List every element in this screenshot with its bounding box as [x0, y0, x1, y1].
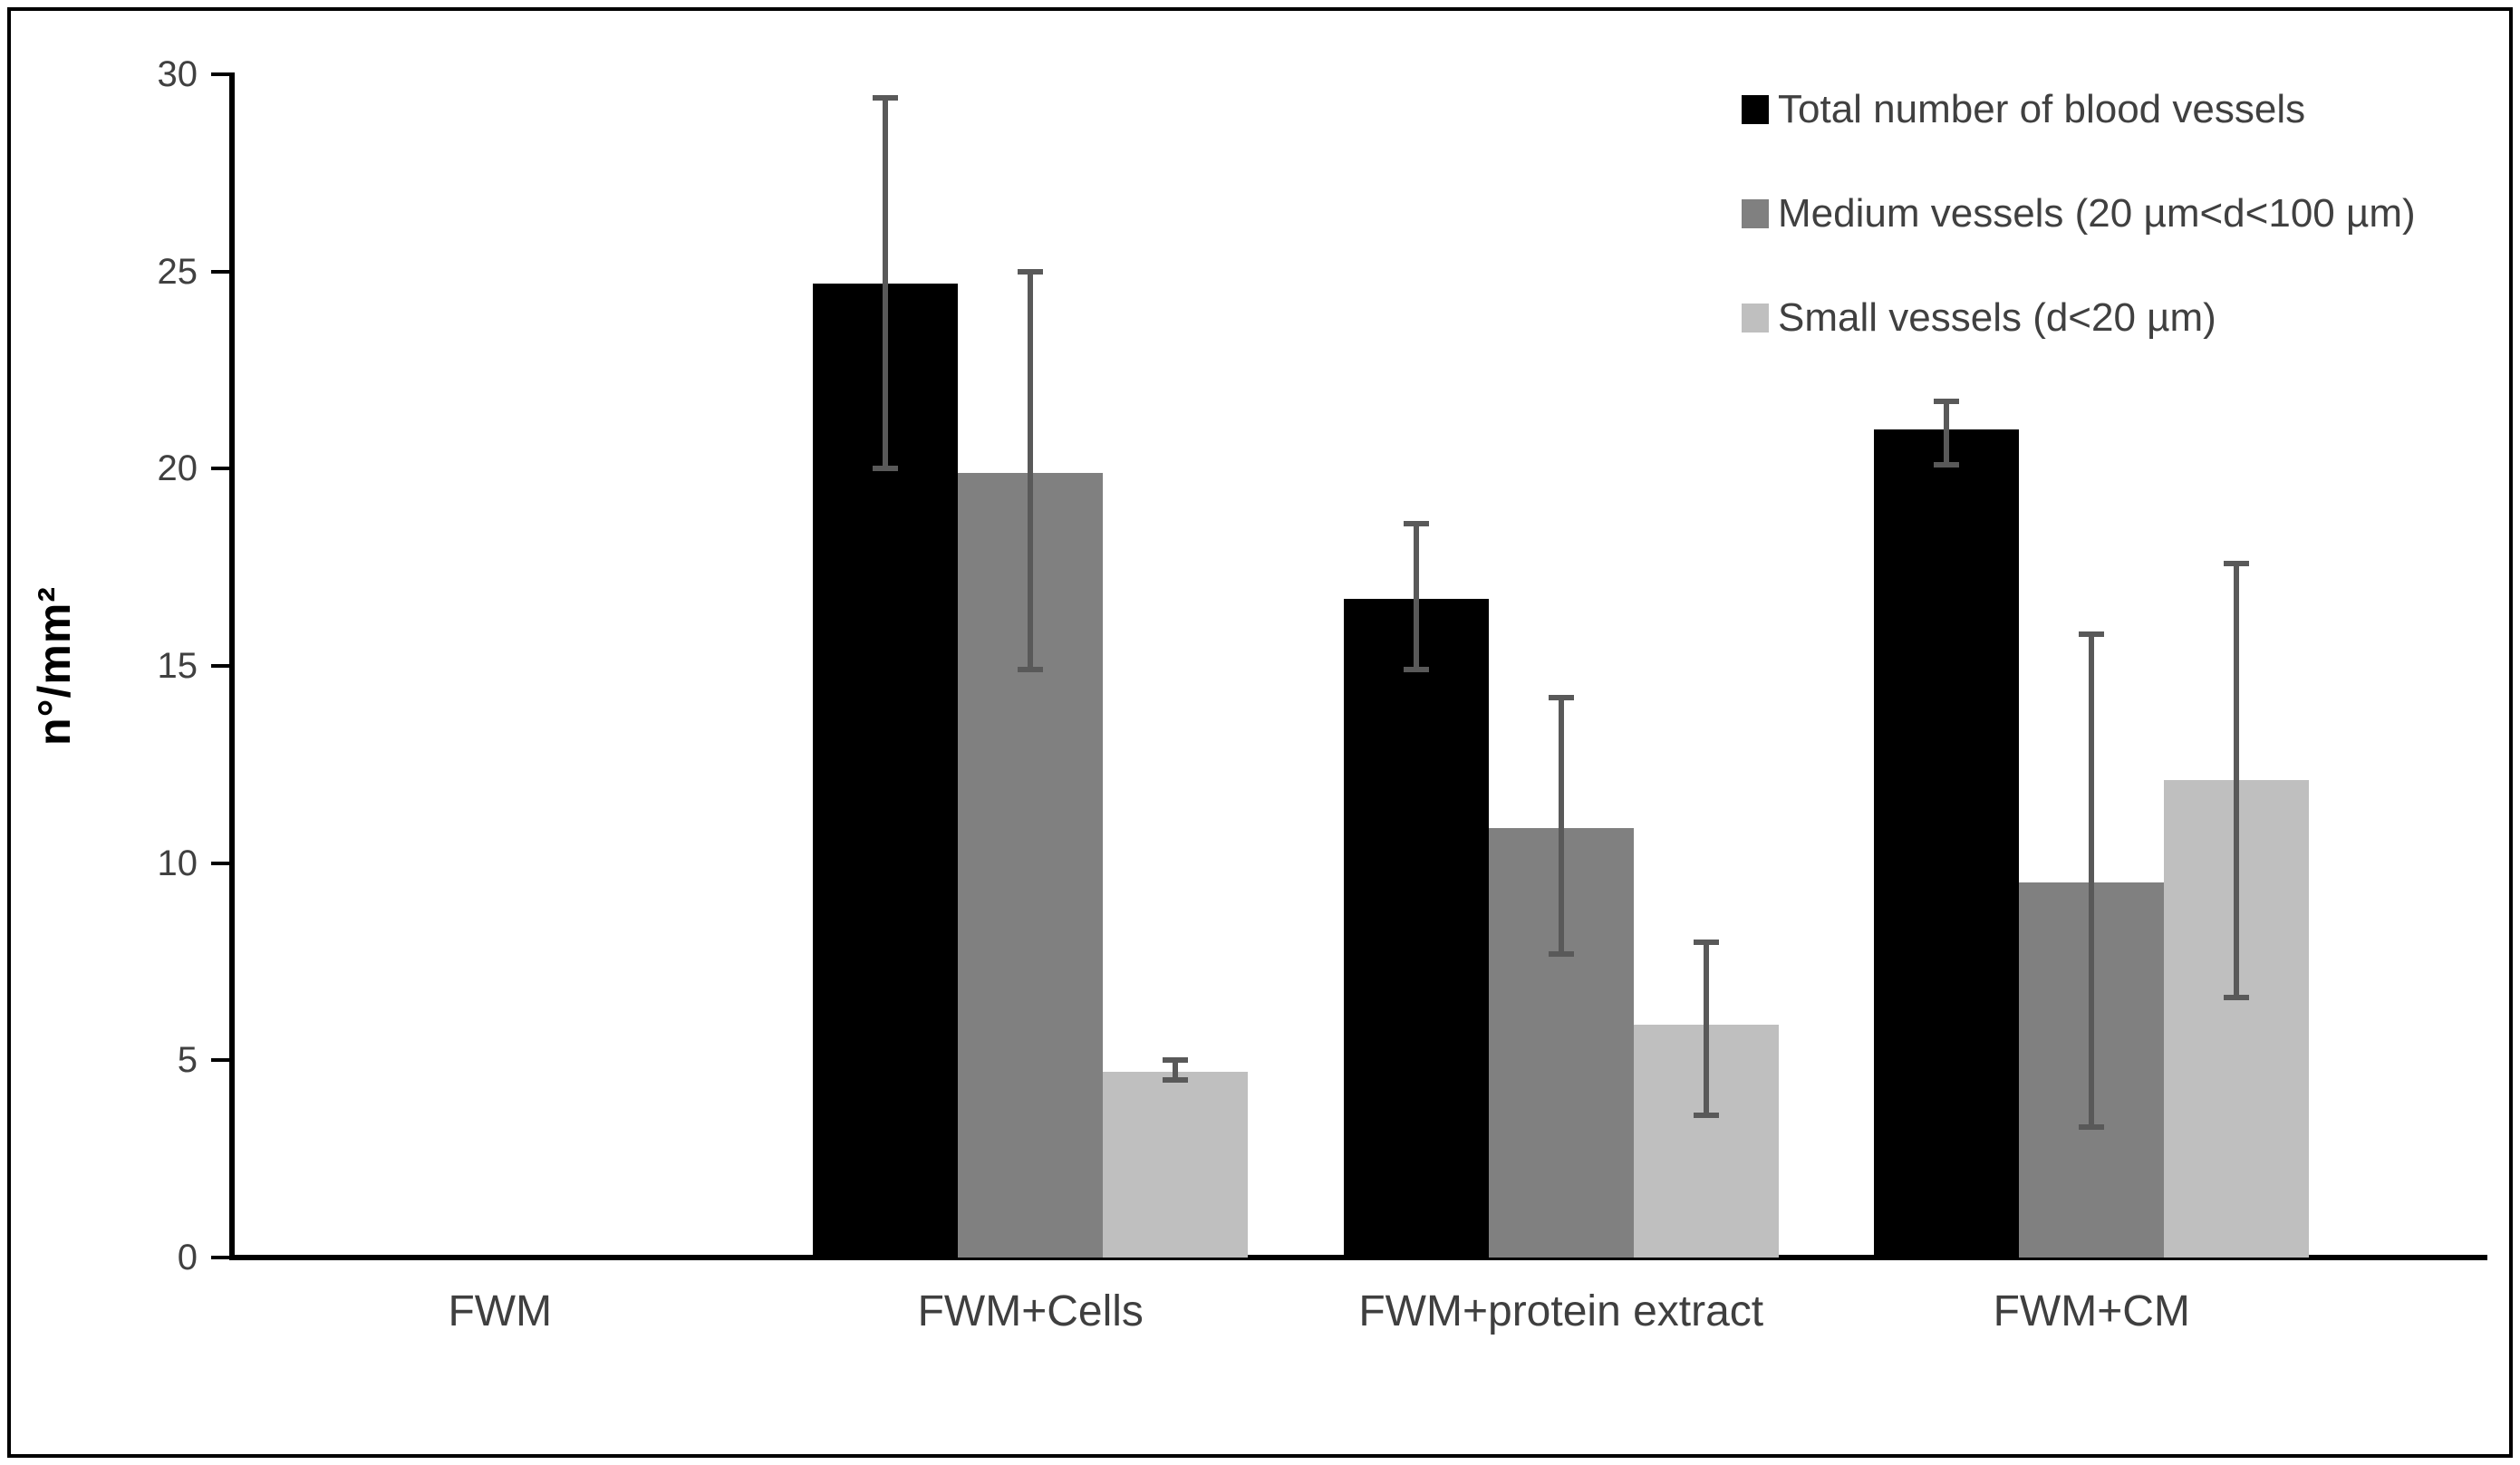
y-tick-label: 5 — [177, 1040, 198, 1081]
error-bar-cap — [1548, 694, 1574, 700]
y-tick-label: 15 — [157, 646, 198, 686]
y-tick-label: 20 — [157, 448, 198, 489]
y-tick-mark — [211, 269, 229, 274]
x-category-label: FWM+Cells — [917, 1287, 1144, 1335]
error-bar-line — [883, 98, 889, 469]
error-bar-cap — [1934, 399, 1960, 405]
plot-area — [229, 74, 2487, 1258]
x-category-label: FWM — [448, 1287, 553, 1335]
error-bar-line — [2234, 563, 2240, 998]
bar-total-fwm+cm — [1874, 429, 2020, 1258]
error-bar-cap — [1403, 667, 1429, 673]
legend-item: Medium vessels (20 µm<d<100 µm) — [1742, 191, 2416, 236]
error-bar-cap — [1018, 667, 1044, 673]
x-category-label: FWM+protein extract — [1358, 1287, 1764, 1335]
error-bar-cap — [1693, 939, 1719, 945]
error-bar-cap — [1693, 1113, 1719, 1119]
error-bar-cap — [2224, 560, 2250, 566]
error-bar-line — [1413, 524, 1419, 670]
y-tick-mark — [211, 861, 229, 865]
error-bar-line — [2089, 634, 2095, 1128]
y-tick-mark — [211, 467, 229, 471]
legend-item: Small vessels (d<20 µm) — [1742, 295, 2216, 341]
error-bar-line — [1028, 271, 1034, 670]
legend-label: Total number of blood vessels — [1778, 87, 2306, 131]
error-bar-cap — [2224, 994, 2250, 1000]
error-bar-cap — [1163, 1077, 1189, 1084]
x-axis-line — [229, 1255, 2487, 1260]
error-bar-line — [1944, 401, 1950, 465]
legend-marker-icon — [1742, 199, 1769, 228]
legend-marker-icon — [1742, 304, 1769, 333]
y-tick-mark — [211, 664, 229, 668]
error-bar-cap — [1403, 521, 1429, 527]
error-bar-line — [1703, 941, 1709, 1116]
error-bar-cap — [2079, 1124, 2105, 1131]
legend-label: Medium vessels (20 µm<d<100 µm) — [1778, 191, 2416, 236]
error-bar-cap — [2079, 631, 2105, 638]
legend-item: Total number of blood vessels — [1742, 87, 2305, 132]
x-category-label: FWM+CM — [1993, 1287, 2190, 1335]
y-axis-line — [229, 72, 235, 1258]
y-tick-mark — [211, 1058, 229, 1063]
bar-small-fwm+cells — [1103, 1072, 1249, 1258]
legend-marker-icon — [1742, 95, 1769, 124]
y-tick-label: 0 — [177, 1238, 198, 1277]
y-tick-label: 10 — [157, 843, 198, 883]
bar-total-fwm+protein extract — [1343, 599, 1489, 1258]
y-axis-title: n°/mm² — [29, 586, 80, 746]
error-bar-cap — [1934, 461, 1960, 467]
error-bar-line — [1173, 1060, 1179, 1081]
error-bar-cap — [1548, 950, 1574, 957]
y-tick-label: 25 — [157, 251, 198, 292]
legend-label: Small vessels (d<20 µm) — [1778, 295, 2216, 340]
error-bar-cap — [1163, 1057, 1189, 1064]
error-bar-cap — [1018, 268, 1044, 275]
y-tick-mark — [211, 1256, 229, 1259]
error-bar-cap — [873, 466, 899, 472]
error-bar-line — [1558, 697, 1564, 954]
error-bar-cap — [873, 95, 899, 101]
y-tick-mark — [211, 72, 229, 76]
y-tick-label: 30 — [157, 54, 198, 94]
